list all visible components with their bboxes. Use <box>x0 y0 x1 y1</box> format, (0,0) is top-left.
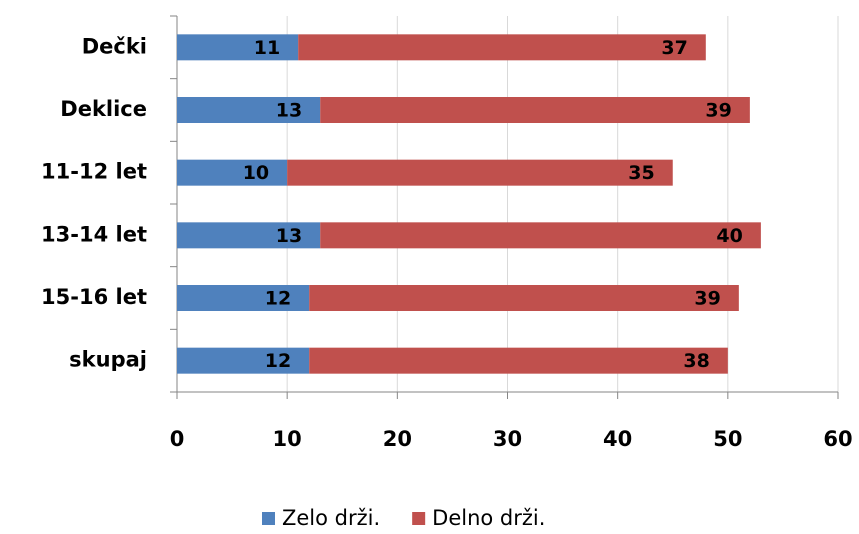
x-tick-label: 0 <box>170 427 185 451</box>
data-label: 35 <box>628 162 654 184</box>
x-tick-label: 60 <box>823 427 852 451</box>
bar-segment <box>177 222 321 249</box>
y-tick-label: 15-16 let <box>41 285 147 309</box>
legend-label: Delno drži. <box>432 506 545 530</box>
data-label: 37 <box>661 37 687 59</box>
bar-segment <box>309 285 739 311</box>
data-label: 39 <box>705 100 731 122</box>
y-tick-label: Deklice <box>60 97 147 121</box>
x-tick-label: 50 <box>713 427 742 451</box>
x-tick-label: 10 <box>273 427 302 451</box>
y-tick-label: Dečki <box>82 34 147 58</box>
data-label: 10 <box>243 162 269 184</box>
bar-segment <box>287 159 673 186</box>
y-tick-label: skupaj <box>69 348 147 372</box>
data-label: 12 <box>265 350 291 372</box>
bar-segment <box>177 285 310 311</box>
data-label: 12 <box>265 288 291 310</box>
y-tick-label: 13-14 let <box>41 222 147 246</box>
bar-segment <box>177 159 288 186</box>
data-label: 13 <box>276 100 302 122</box>
data-label: 13 <box>276 225 302 247</box>
x-tick-label: 30 <box>493 427 522 451</box>
bar-segment <box>298 34 706 61</box>
legend-label: Zelo drži. <box>282 506 380 530</box>
y-tick-label: 11-12 let <box>41 160 147 184</box>
x-tick-label: 20 <box>383 427 412 451</box>
bar-segment <box>320 222 761 249</box>
legend-swatch <box>262 512 275 525</box>
bar-segment <box>177 97 321 123</box>
legend-swatch <box>412 512 426 525</box>
bar-segment <box>177 34 299 61</box>
bar-segment <box>177 347 310 374</box>
data-label: 38 <box>683 350 709 372</box>
data-label: 40 <box>716 225 742 247</box>
data-label: 39 <box>694 288 720 310</box>
x-tick-label: 40 <box>603 427 632 451</box>
data-label: 11 <box>254 37 280 59</box>
bar-segment <box>320 97 750 123</box>
bar-segment <box>309 347 728 374</box>
